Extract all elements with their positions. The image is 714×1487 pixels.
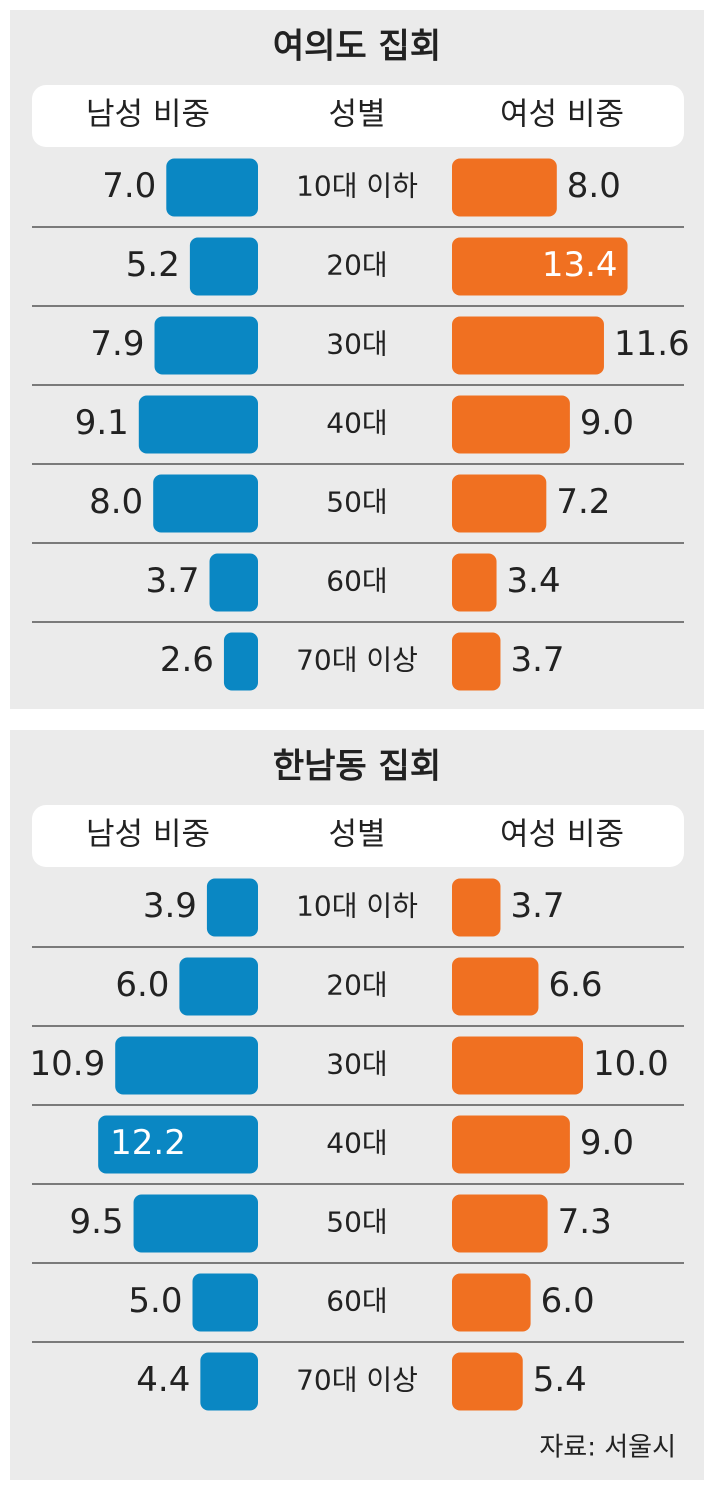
bar [189,237,258,296]
category-label: 40대 [326,407,387,440]
bar [200,1352,258,1411]
category-label: 70대 이상 [296,644,418,677]
source-note: 자료: 서울시 [539,1433,676,1463]
value-label: 2.6 [160,640,214,680]
value-label: 5.2 [126,245,180,285]
value-label: 4.4 [136,1360,190,1400]
bar [154,316,258,375]
bar [452,395,570,454]
bar [98,1115,259,1174]
value-label: 8.0 [89,482,143,522]
bar [452,1273,531,1332]
bar [452,158,557,217]
value-label: 5.4 [533,1360,587,1400]
value-label: 3.4 [507,561,561,601]
value-label: 3.9 [143,886,197,926]
category-label: 20대 [326,969,387,1002]
bar [452,1036,583,1095]
value-label: 7.2 [556,482,610,522]
bar [452,474,547,533]
bar [452,957,539,1016]
value-label: 6.0 [115,965,169,1005]
value-label: 5.0 [128,1281,182,1321]
category-axis-label: 성별 [328,817,385,853]
category-label: 70대 이상 [296,1364,418,1397]
value-label: 6.6 [548,965,602,1005]
category-label: 60대 [326,1285,387,1318]
value-label: 12.2 [110,1123,186,1163]
bar [452,1115,570,1174]
category-label: 60대 [326,565,387,598]
value-label: 7.0 [102,166,156,206]
bar [138,395,258,454]
bar [452,1194,548,1253]
value-label: 9.0 [580,403,634,443]
bar [452,553,497,612]
header-box [32,805,684,867]
value-label: 3.7 [510,886,564,926]
legend-label: 여성 비중 [500,97,624,133]
category-label: 10대 이하 [296,890,418,923]
category-label: 30대 [326,328,387,361]
chart-title: 한남동 집회 [273,747,441,787]
category-axis-label: 성별 [328,97,385,133]
legend-label: 남성 비중 [86,97,210,133]
bar [115,1036,259,1095]
chart-title: 여의도 집회 [273,27,441,67]
legend-label: 여성 비중 [500,817,624,853]
bar [133,1194,258,1253]
category-label: 50대 [326,1206,387,1239]
value-label: 8.0 [567,166,621,206]
legend-label: 남성 비중 [86,817,210,853]
value-label: 11.6 [614,324,690,364]
value-label: 7.9 [90,324,144,364]
category-label: 30대 [326,1048,387,1081]
value-label: 9.1 [75,403,129,443]
value-label: 3.7 [145,561,199,601]
category-label: 40대 [326,1127,387,1160]
value-label: 3.7 [510,640,564,680]
category-label: 50대 [326,486,387,519]
bar [166,158,258,217]
value-label: 10.9 [30,1044,106,1084]
bar [153,474,258,533]
bar [452,1352,523,1411]
category-label: 10대 이하 [296,170,418,203]
bar [223,632,258,691]
bar [452,632,501,691]
bar [452,316,604,375]
value-label: 7.3 [558,1202,612,1242]
header-box [32,85,684,147]
value-label: 10.0 [593,1044,669,1084]
value-label: 6.0 [541,1281,595,1321]
bar [206,878,258,937]
category-label: 20대 [326,249,387,282]
bar [452,237,628,296]
bar [192,1273,258,1332]
value-label: 9.5 [69,1202,123,1242]
value-label: 9.0 [580,1123,634,1163]
value-label: 13.4 [542,245,618,285]
bar [179,957,258,1016]
bar [209,553,258,612]
bar [452,878,501,937]
